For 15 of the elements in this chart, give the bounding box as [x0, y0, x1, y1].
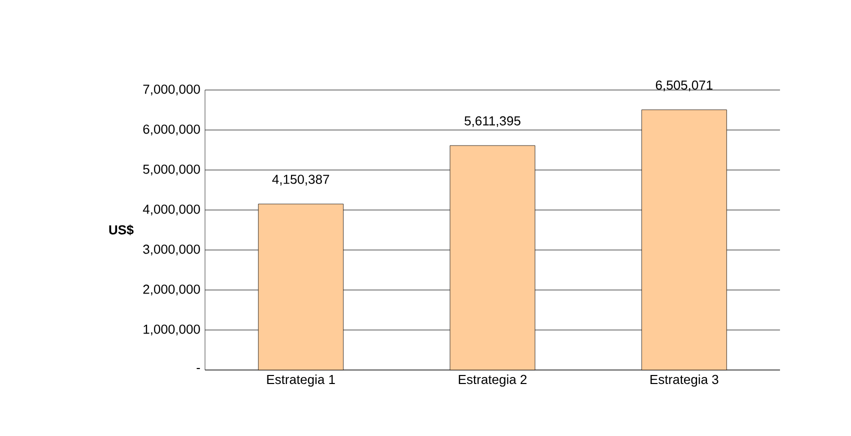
data-label: 5,611,395	[464, 116, 520, 128]
y-tick-label: 5,000,000	[143, 164, 200, 176]
x-tick-label: Estrategia 2	[458, 374, 527, 387]
data-label: 4,150,387	[272, 174, 330, 186]
y-axis-title: US$	[109, 224, 134, 236]
data-label: 6,505,071	[656, 80, 712, 92]
x-tick-label: Estrategia 3	[650, 374, 718, 387]
y-tick-label: 6,000,000	[143, 124, 200, 136]
x-tick-label: Estrategia 1	[267, 374, 335, 387]
y-tick-label: 1,000,000	[144, 324, 200, 336]
y-tick-label: -	[196, 368, 200, 370]
y-tick-label: 2,000,000	[143, 284, 200, 296]
y-tick-label: 7,000,000	[143, 84, 200, 96]
y-tick-label: 3,000,000	[143, 244, 200, 256]
y-tick-label: 4,000,000	[142, 204, 200, 216]
